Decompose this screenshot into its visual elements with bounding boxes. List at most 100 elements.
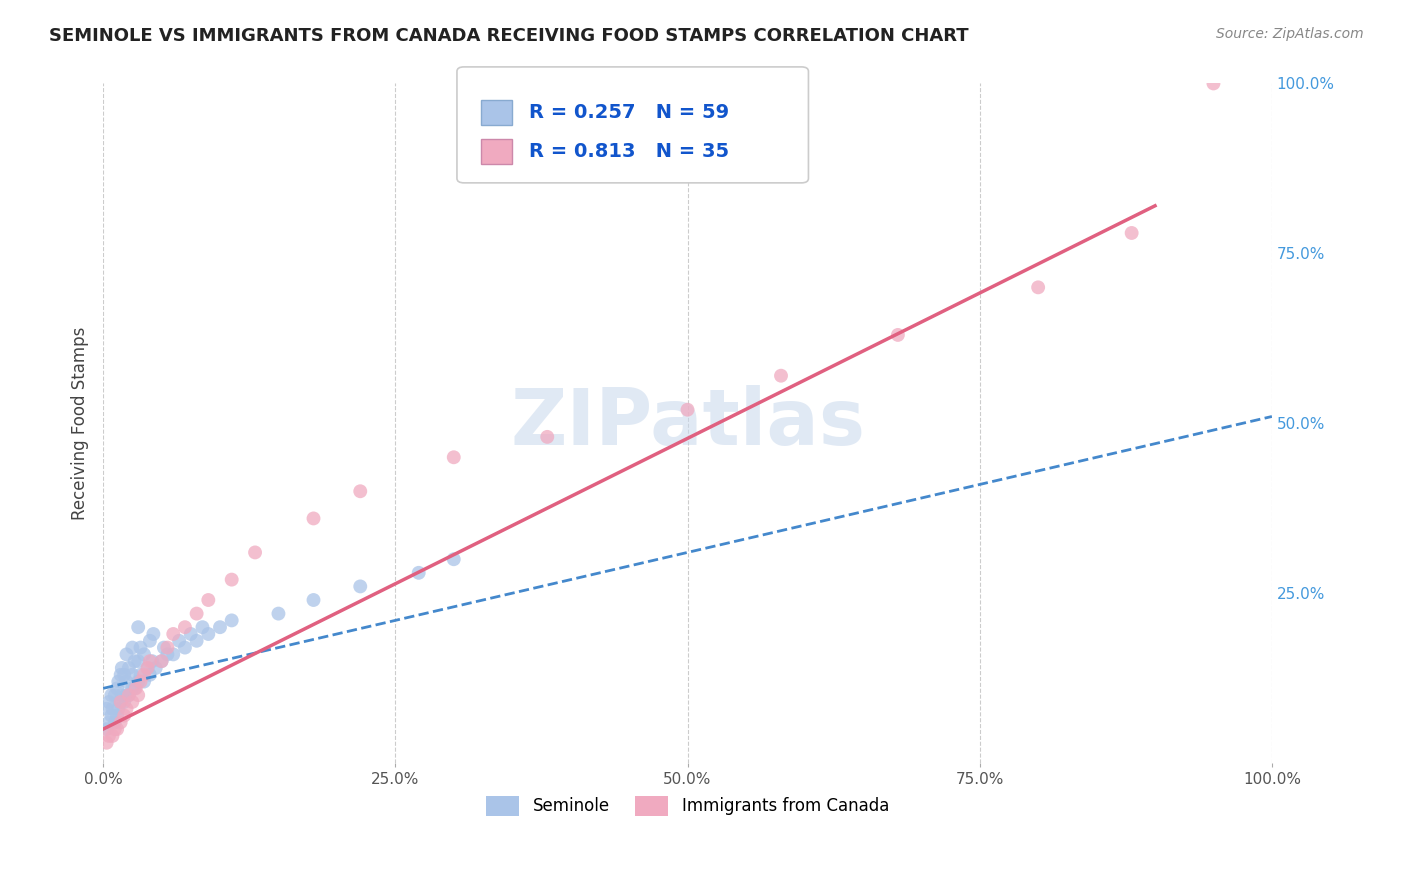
Point [112,708,135,723]
Point [112,695,135,709]
Point [267,607,290,621]
Point [208,620,231,634]
Text: Source: ZipAtlas.com: Source: ZipAtlas.com [1216,27,1364,41]
Point [221,573,243,587]
Point [115,702,138,716]
Point [769,368,792,383]
Point [156,648,179,662]
Point [243,545,266,559]
Point [98,695,121,709]
Point [132,667,155,681]
Point [115,648,138,662]
Point [124,681,146,696]
Point [139,654,162,668]
Point [121,640,143,655]
Point [121,681,143,696]
Point [536,430,558,444]
Text: ZIPatlas: ZIPatlas [510,385,865,461]
Point [100,688,122,702]
Point [105,722,128,736]
Point [129,674,152,689]
Point [127,654,149,668]
Point [186,633,208,648]
Point [104,715,127,730]
Point [1026,280,1049,294]
Point [118,688,141,702]
Text: R = 0.257   N = 59: R = 0.257 N = 59 [529,103,728,121]
Point [105,708,128,723]
Point [111,688,134,702]
Point [197,593,219,607]
Point [180,627,202,641]
Point [110,715,132,730]
Point [118,661,141,675]
Point [156,640,179,655]
Point [98,729,121,743]
Point [139,667,162,681]
Point [197,627,219,641]
Point [110,667,132,681]
Point [121,695,143,709]
Point [118,688,141,702]
Point [105,681,128,696]
Text: SEMINOLE VS IMMIGRANTS FROM CANADA RECEIVING FOOD STAMPS CORRELATION CHART: SEMINOLE VS IMMIGRANTS FROM CANADA RECEI… [49,27,969,45]
Point [142,627,165,641]
Point [127,688,149,702]
Point [110,695,132,709]
Point [124,654,146,668]
Point [111,661,134,675]
Point [129,640,152,655]
Point [186,607,208,621]
Point [125,681,148,696]
Point [1121,226,1143,240]
Point [107,674,129,689]
Point [104,688,127,702]
Point [100,708,122,723]
Point [101,702,124,716]
Point [167,633,190,648]
Point [162,648,184,662]
Point [1202,77,1225,91]
Point [107,702,129,716]
Point [96,736,118,750]
Point [174,620,197,634]
Point [676,402,699,417]
Text: R = 0.813   N = 35: R = 0.813 N = 35 [529,142,728,161]
Legend: Seminole, Immigrants from Canada: Seminole, Immigrants from Canada [479,789,896,822]
Point [153,640,176,655]
Point [127,674,149,689]
Point [127,620,149,634]
Point [98,715,121,730]
Point [96,722,118,736]
Point [96,702,118,716]
Point [221,614,243,628]
Point [145,661,167,675]
Point [136,661,159,675]
Point [129,667,152,681]
Point [132,648,155,662]
Point [349,484,371,499]
Point [443,450,465,465]
Point [136,661,159,675]
Point [150,654,173,668]
Point [141,654,163,668]
Point [115,688,138,702]
Point [302,593,325,607]
Point [110,695,132,709]
Y-axis label: Receiving Food Stamps: Receiving Food Stamps [72,326,89,520]
Point [191,620,214,634]
Point [121,667,143,681]
Point [132,674,155,689]
Point [174,640,197,655]
Point [139,633,162,648]
Point [150,654,173,668]
Point [408,566,430,580]
Point [101,729,124,743]
Point [887,327,910,342]
Point [104,722,127,736]
Point [115,674,138,689]
Point [349,579,371,593]
Point [443,552,465,566]
Point [162,627,184,641]
Point [112,667,135,681]
